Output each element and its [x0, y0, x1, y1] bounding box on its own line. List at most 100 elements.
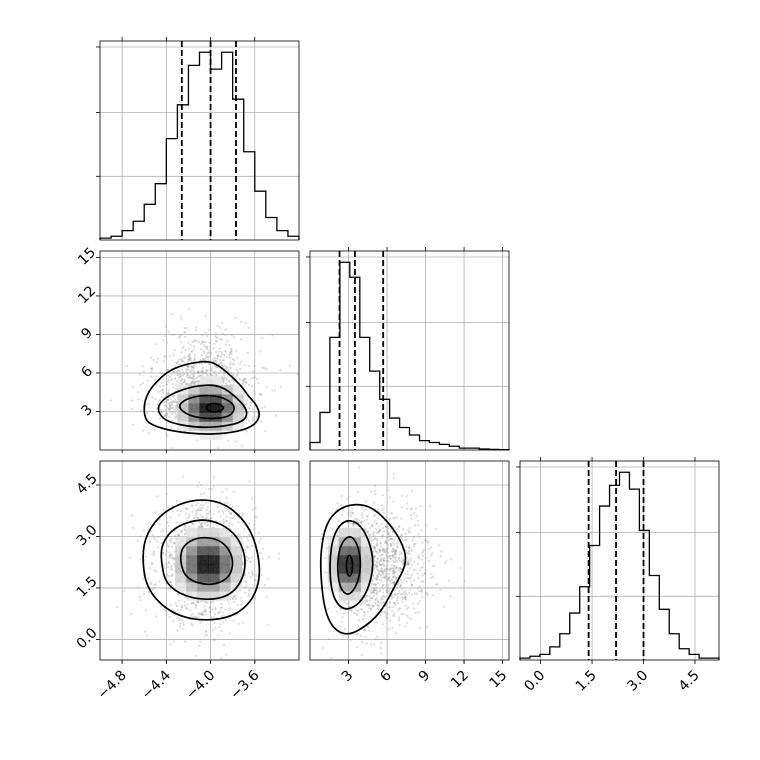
sample-point — [392, 547, 395, 550]
sample-point — [417, 554, 420, 557]
sample-point — [197, 508, 200, 511]
sample-point — [222, 520, 226, 523]
sample-point — [393, 571, 396, 574]
density-cell — [232, 403, 245, 413]
sample-point — [201, 367, 205, 370]
sample-point — [162, 509, 165, 512]
sample-point — [224, 350, 227, 353]
sample-point — [392, 477, 396, 480]
sample-point — [171, 504, 174, 507]
sample-point — [163, 355, 166, 358]
sample-point — [212, 371, 215, 374]
y-tick-label: 0.0 — [74, 625, 101, 652]
sample-point — [405, 495, 408, 498]
sample-point — [349, 511, 352, 515]
sample-point — [183, 356, 187, 359]
sample-point — [378, 549, 381, 552]
sample-point — [232, 363, 235, 366]
sample-point — [385, 525, 388, 528]
density-cell — [232, 412, 245, 422]
density-cell — [219, 582, 231, 592]
sample-point — [146, 634, 149, 637]
sample-point — [151, 396, 154, 399]
sample-point — [221, 332, 224, 335]
sample-point — [154, 511, 157, 514]
sample-point — [184, 507, 187, 510]
sample-point — [224, 367, 227, 370]
sample-point — [426, 592, 429, 595]
sample-point — [340, 504, 343, 507]
sample-point — [219, 520, 223, 523]
sample-point — [348, 601, 351, 604]
sample-point — [380, 564, 383, 567]
sample-point — [168, 415, 171, 418]
density-cell — [208, 582, 220, 592]
sample-point — [279, 368, 282, 372]
sample-point — [210, 517, 213, 520]
sample-point — [369, 490, 372, 493]
sample-point — [208, 341, 211, 344]
sample-point — [273, 389, 277, 392]
sample-point — [414, 542, 417, 545]
sample-point — [225, 366, 228, 369]
sample-point — [178, 382, 181, 385]
sample-point — [193, 381, 196, 384]
sample-point — [250, 545, 253, 548]
sample-point — [207, 351, 211, 354]
sample-point — [415, 514, 418, 518]
sample-point — [183, 528, 186, 531]
sample-point — [130, 407, 134, 410]
sample-point — [193, 382, 196, 386]
sample-point — [396, 542, 399, 545]
sample-point — [394, 558, 397, 562]
sample-point — [351, 507, 354, 511]
sample-point — [336, 610, 339, 613]
sample-point — [231, 374, 234, 377]
sample-point — [372, 556, 376, 559]
sample-point — [166, 398, 169, 402]
sample-point — [168, 404, 171, 408]
sample-point — [396, 527, 399, 530]
sample-point — [372, 594, 375, 597]
sample-point — [197, 370, 200, 373]
sample-point — [195, 654, 198, 657]
sample-point — [232, 336, 236, 339]
density-cell — [208, 572, 220, 583]
sample-point — [364, 528, 368, 531]
sample-point — [217, 446, 220, 450]
sample-point — [167, 378, 170, 381]
y-tick-label: 9 — [78, 325, 96, 343]
sample-point — [167, 402, 170, 405]
sample-point — [136, 391, 139, 394]
sample-point — [259, 420, 263, 423]
sample-point — [360, 505, 363, 508]
sample-point — [205, 517, 208, 520]
sample-point — [377, 531, 380, 534]
sample-point — [397, 616, 401, 619]
sample-point — [196, 339, 199, 342]
hist-panel-2 — [306, 247, 510, 451]
sample-point — [392, 570, 395, 574]
sample-point — [423, 548, 426, 551]
sample-point — [261, 336, 264, 339]
sample-point — [192, 377, 195, 381]
sample-point — [439, 554, 442, 558]
sample-point — [200, 522, 203, 526]
sample-point — [365, 600, 368, 603]
sample-point — [187, 377, 190, 380]
sample-point — [245, 555, 248, 558]
sample-point — [274, 414, 277, 417]
sample-point — [374, 555, 377, 558]
sample-point — [174, 406, 177, 410]
sample-point — [385, 574, 388, 577]
sample-point — [375, 578, 378, 581]
density-cell — [210, 403, 223, 413]
sample-point — [213, 356, 217, 359]
sample-point — [248, 407, 251, 410]
sample-point — [164, 325, 167, 328]
sample-point — [186, 602, 189, 606]
sample-point — [205, 354, 208, 357]
sample-point — [378, 529, 381, 532]
sample-point — [174, 602, 178, 605]
sample-point — [379, 542, 382, 545]
